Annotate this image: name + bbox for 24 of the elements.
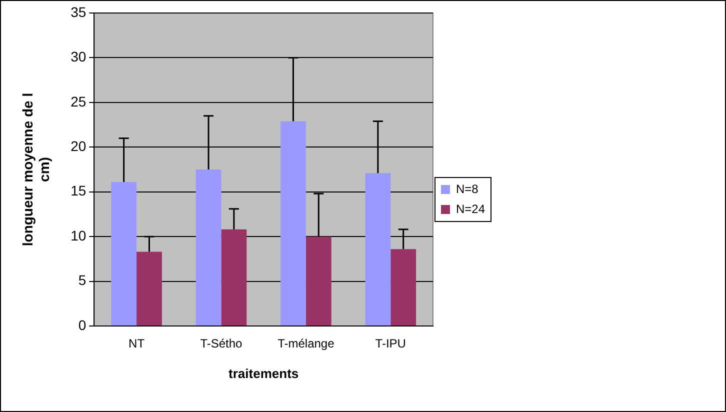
y-tick-label: 5	[78, 272, 86, 288]
x-tick-label: T-IPU	[375, 336, 406, 351]
legend-label: N=8	[456, 182, 479, 196]
y-tick-label: 35	[70, 4, 86, 20]
y-tick-label: 30	[70, 48, 86, 65]
y-tick-label: 25	[70, 93, 86, 110]
y-tick-label: 20	[70, 138, 86, 154]
bar	[365, 173, 391, 326]
y-tick-label: 10	[70, 227, 86, 244]
y-tick-label: 0	[78, 316, 86, 333]
legend-label: N=24	[456, 202, 486, 216]
bar	[390, 249, 416, 326]
x-tick-label: T-mélange	[278, 336, 335, 351]
y-tick-label: 15	[70, 182, 86, 199]
bar	[221, 229, 247, 326]
bar	[136, 252, 162, 326]
bar	[280, 121, 306, 326]
y-axis-title: longueur moyenne de l cm)	[19, 92, 52, 246]
x-tick-label: T-Sétho	[200, 336, 243, 351]
bar	[111, 182, 137, 326]
bar	[196, 170, 222, 326]
x-tick-label: NT	[128, 336, 146, 351]
bar	[306, 236, 332, 326]
x-axis-title: traitements	[228, 366, 299, 381]
